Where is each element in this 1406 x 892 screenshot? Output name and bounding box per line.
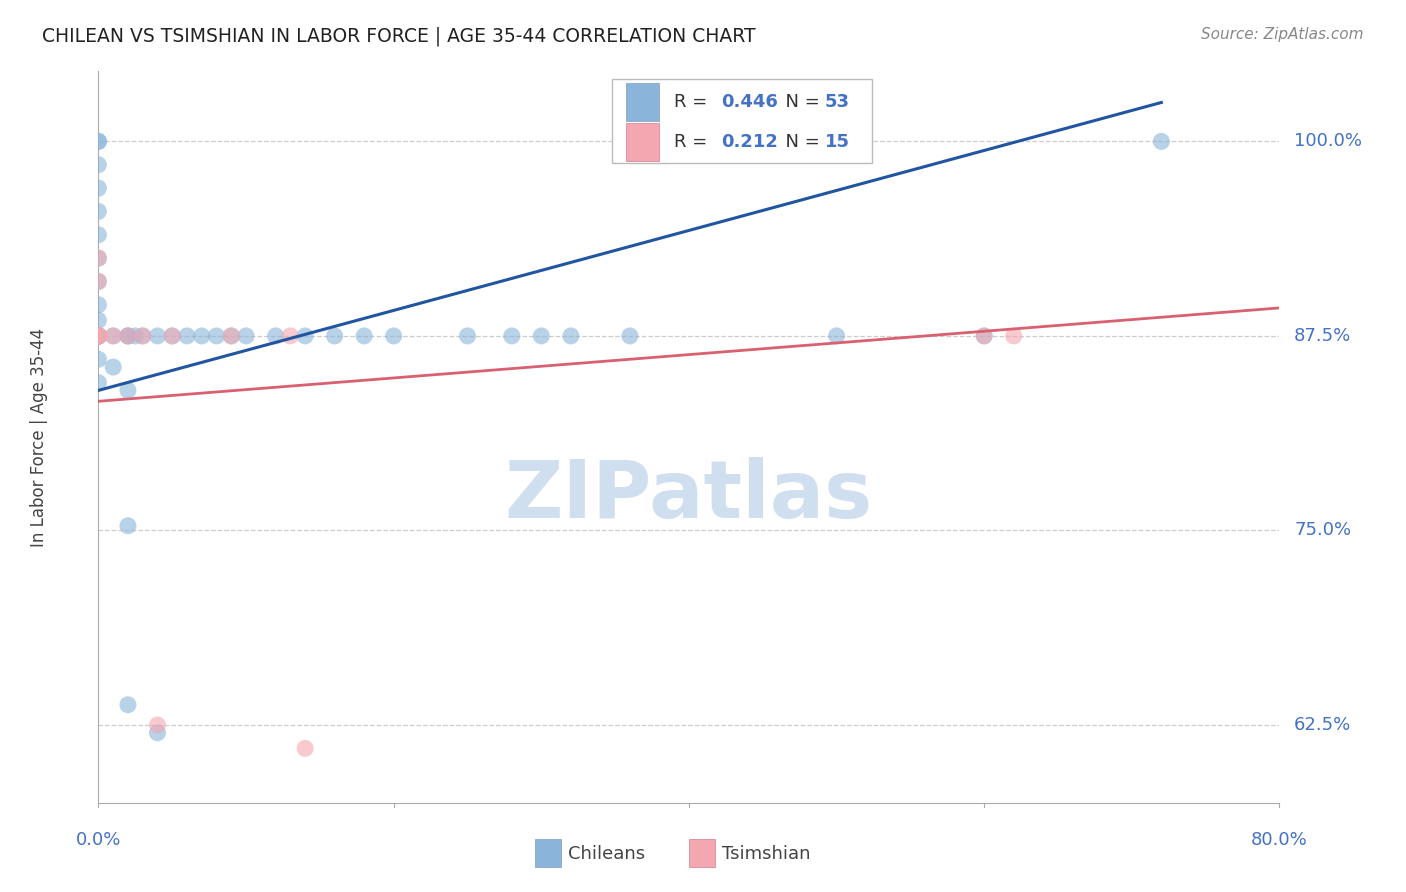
Point	[87, 313, 110, 327]
Point	[87, 329, 110, 343]
Text: R =: R =	[673, 94, 713, 112]
Point	[205, 329, 228, 343]
Point	[117, 329, 139, 343]
Text: ZIPatlas: ZIPatlas	[505, 457, 873, 534]
Point	[87, 329, 110, 343]
Text: Chileans: Chileans	[568, 845, 645, 863]
Point	[117, 384, 139, 398]
Point	[1150, 135, 1173, 149]
Point	[457, 329, 479, 343]
Point	[176, 329, 198, 343]
Point	[87, 329, 110, 343]
Point	[117, 329, 139, 343]
Bar	[689, 839, 714, 867]
Text: 53: 53	[825, 94, 849, 112]
Point	[87, 275, 110, 289]
Point	[87, 329, 110, 343]
Point	[132, 329, 155, 343]
Point	[87, 204, 110, 219]
Point	[87, 227, 110, 242]
Text: In Labor Force | Age 35-44: In Labor Force | Age 35-44	[31, 327, 48, 547]
Point	[103, 359, 125, 374]
Point	[87, 376, 110, 390]
Point	[973, 329, 995, 343]
Text: 62.5%: 62.5%	[1295, 716, 1351, 734]
Point	[294, 741, 316, 756]
Bar	[612, 78, 872, 163]
Point	[87, 329, 110, 343]
Bar	[626, 83, 659, 121]
Point	[146, 718, 169, 732]
Point	[146, 725, 169, 739]
Point	[530, 329, 553, 343]
Text: 80.0%: 80.0%	[1251, 830, 1308, 849]
Point	[87, 158, 110, 172]
Point	[87, 135, 110, 149]
Point	[87, 329, 110, 343]
Point	[87, 329, 110, 343]
Text: N =: N =	[773, 94, 825, 112]
Text: 100.0%: 100.0%	[1295, 132, 1362, 151]
Point	[87, 352, 110, 367]
Point	[1002, 329, 1025, 343]
Point	[146, 329, 169, 343]
Point	[162, 329, 183, 343]
Point	[264, 329, 287, 343]
Text: CHILEAN VS TSIMSHIAN IN LABOR FORCE | AGE 35-44 CORRELATION CHART: CHILEAN VS TSIMSHIAN IN LABOR FORCE | AG…	[42, 27, 756, 46]
Point	[235, 329, 257, 343]
Text: Source: ZipAtlas.com: Source: ZipAtlas.com	[1201, 27, 1364, 42]
Point	[162, 329, 183, 343]
Point	[221, 329, 243, 343]
Bar	[626, 123, 659, 161]
Point	[825, 329, 848, 343]
Point	[619, 329, 641, 343]
Point	[501, 329, 523, 343]
Point	[87, 135, 110, 149]
Point	[87, 329, 110, 343]
Text: 15: 15	[825, 133, 849, 151]
Point	[280, 329, 302, 343]
Point	[87, 329, 110, 343]
Point	[294, 329, 316, 343]
Point	[103, 329, 125, 343]
Point	[117, 698, 139, 712]
Text: 0.0%: 0.0%	[76, 830, 121, 849]
Point	[87, 329, 110, 343]
Point	[117, 329, 139, 343]
Point	[87, 251, 110, 265]
Point	[353, 329, 375, 343]
Point	[560, 329, 582, 343]
Point	[973, 329, 995, 343]
Point	[382, 329, 405, 343]
Point	[124, 329, 146, 343]
Point	[87, 329, 110, 343]
Point	[221, 329, 243, 343]
Text: 0.212: 0.212	[721, 133, 778, 151]
Text: N =: N =	[773, 133, 825, 151]
Point	[87, 329, 110, 343]
Point	[132, 329, 155, 343]
Text: 0.446: 0.446	[721, 94, 778, 112]
Point	[87, 329, 110, 343]
Point	[87, 275, 110, 289]
Text: 87.5%: 87.5%	[1295, 327, 1351, 345]
Point	[117, 518, 139, 533]
Text: R =: R =	[673, 133, 713, 151]
Point	[87, 329, 110, 343]
Point	[191, 329, 214, 343]
Point	[87, 298, 110, 312]
Bar	[536, 839, 561, 867]
Point	[87, 181, 110, 195]
Text: 75.0%: 75.0%	[1295, 522, 1351, 540]
Text: Tsimshian: Tsimshian	[723, 845, 810, 863]
Point	[103, 329, 125, 343]
Point	[323, 329, 346, 343]
Point	[87, 251, 110, 265]
